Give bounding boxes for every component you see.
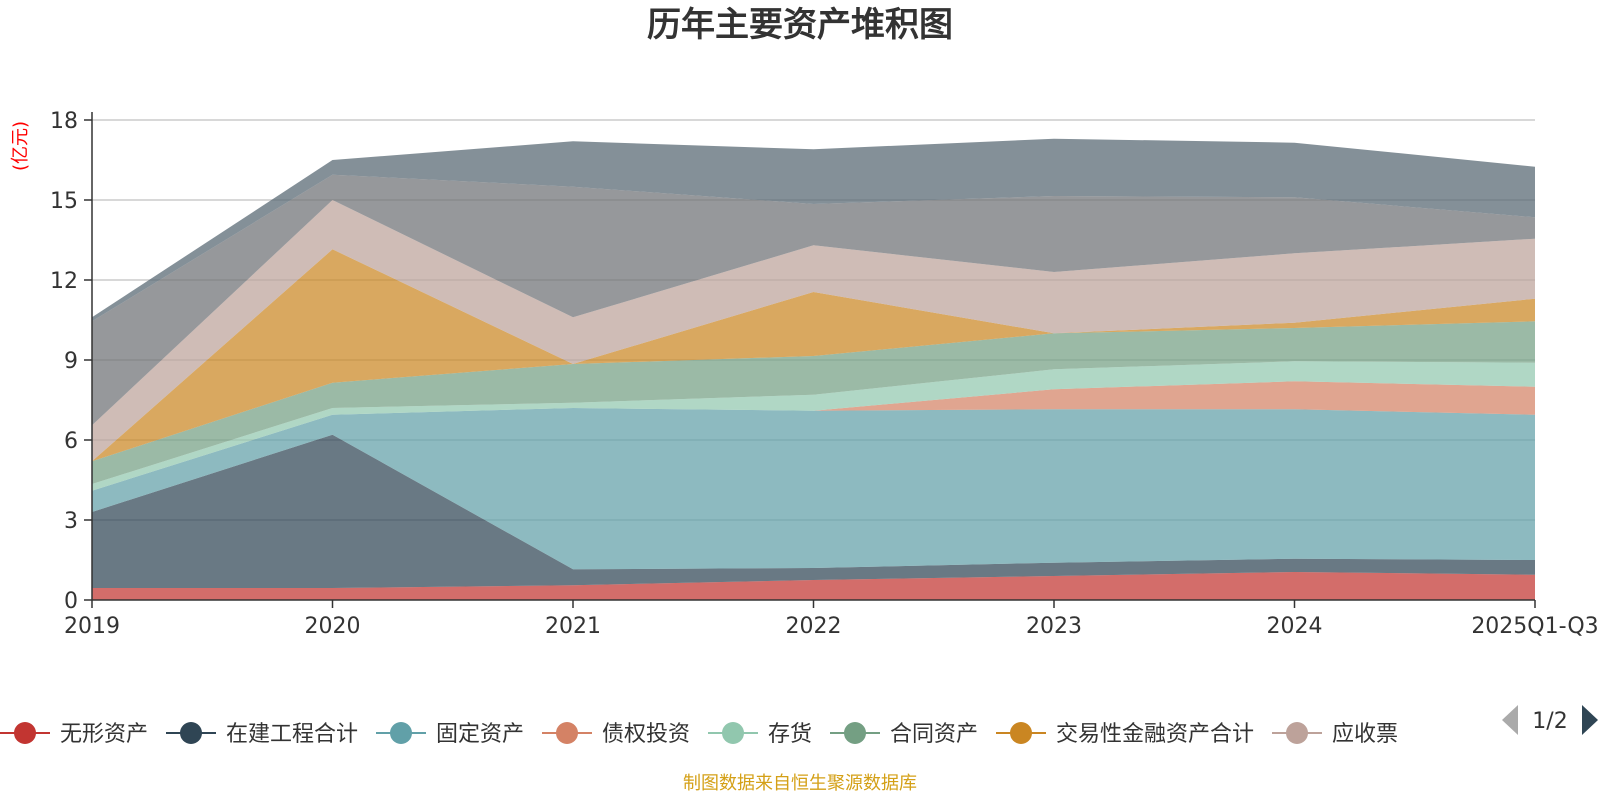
area-series-7: [92, 249, 1535, 462]
area-series-6: [92, 321, 1535, 484]
area-series: [92, 138, 1535, 600]
x-tick-label: 2020: [305, 614, 361, 639]
legend-marker[interactable]: [722, 722, 744, 744]
legend-marker[interactable]: [556, 722, 578, 744]
x-tick-label: 2019: [64, 614, 120, 639]
legend-marker[interactable]: [1010, 722, 1032, 744]
y-tick-label: 0: [64, 589, 78, 614]
legend: 无形资产 在建工程合计 固定资产 债权投资 存货 合同资产 交易性金融资产合计 应收票: [0, 722, 1398, 747]
source-note: 制图数据来自恒生聚源数据库: [683, 773, 917, 794]
y-tick-label: 12: [50, 269, 78, 294]
area-series-8: [92, 200, 1535, 462]
area-series-2: [92, 434, 1535, 588]
legend-prev-icon[interactable]: [1502, 705, 1518, 735]
y-tick-label: 15: [50, 189, 78, 214]
y-tick-label: 18: [50, 109, 78, 134]
legend-label[interactable]: 债权投资: [602, 722, 690, 747]
x-tick-label: 2024: [1267, 614, 1323, 639]
legend-marker[interactable]: [1286, 722, 1308, 744]
y-axis-unit-label: (亿元): [10, 121, 31, 171]
area-series-9: [92, 174, 1535, 426]
legend-marker[interactable]: [14, 722, 36, 744]
legend-label[interactable]: 合同资产: [890, 722, 978, 747]
y-tick-label: 9: [64, 349, 78, 374]
axes: 0 3 6 9 12 15 18 2019 2020 2021 2022 2023 2024 2025Q1…: [50, 109, 1599, 639]
legend-label[interactable]: 交易性金融资产合计: [1056, 722, 1254, 747]
x-tick-label: 2021: [545, 614, 601, 639]
legend-next-icon[interactable]: [1582, 705, 1598, 735]
legend-label[interactable]: 存货: [768, 722, 812, 747]
area-series-3: [92, 408, 1535, 570]
chart-title: 历年主要资产堆积图: [647, 5, 953, 45]
x-tick-label: 2025Q1-Q3: [1471, 614, 1598, 639]
legend-label[interactable]: 无形资产: [60, 722, 148, 747]
legend-marker[interactable]: [180, 722, 202, 744]
area-series-10: [92, 138, 1535, 322]
legend-page-indicator: 1/2: [1532, 709, 1567, 734]
legend-label[interactable]: 应收票: [1332, 722, 1398, 747]
area-series-4: [92, 381, 1535, 491]
x-tick-label: 2023: [1026, 614, 1082, 639]
area-series-5: [92, 361, 1535, 491]
x-tick-label: 2022: [786, 614, 842, 639]
legend-label[interactable]: 固定资产: [436, 722, 524, 747]
legend-label[interactable]: 在建工程合计: [226, 722, 358, 747]
area-series-1: [92, 572, 1535, 600]
legend-marker[interactable]: [390, 722, 412, 744]
y-tick-label: 3: [64, 509, 78, 534]
legend-marker[interactable]: [844, 722, 866, 744]
y-tick-label: 6: [64, 429, 78, 454]
